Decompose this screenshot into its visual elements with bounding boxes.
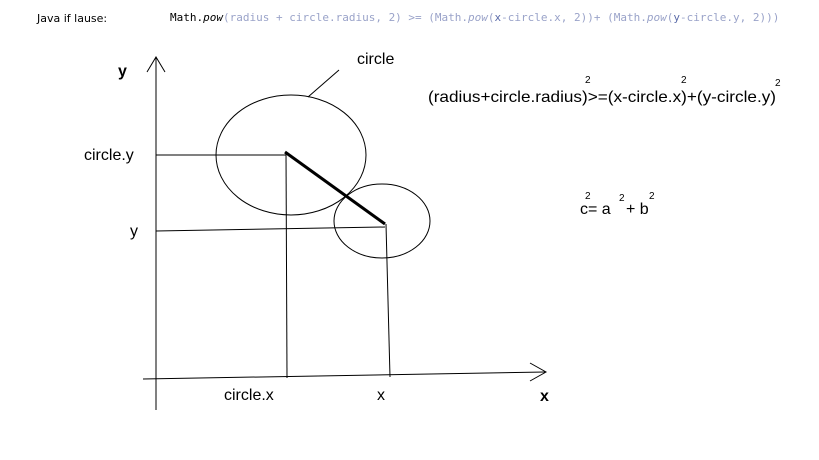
circle-x-label: circle.x xyxy=(224,387,274,404)
x-value-label: x xyxy=(377,387,385,404)
code-token: ( xyxy=(666,11,674,24)
formula-main: (radius+circle.radius)>=(x-circle.x)+(y-… xyxy=(428,89,776,106)
code-label: Java if lause: xyxy=(37,12,108,25)
code-token: y xyxy=(673,11,680,24)
pythagoras-c: c xyxy=(580,201,588,218)
x-axis-line xyxy=(142,371,546,380)
code-header: Java if lause: Math.pow(radius + circle.… xyxy=(0,10,819,28)
pythagoras-exponent: 2 xyxy=(649,191,655,202)
pythagoras-plus-b: + b xyxy=(626,201,649,218)
pythagoras-exponent: 2 xyxy=(619,193,625,204)
circle-small xyxy=(333,183,431,259)
formula-exponent: 2 xyxy=(681,75,687,86)
y-guide-line xyxy=(155,226,386,232)
code-token: ( xyxy=(487,11,495,24)
code-token: pow xyxy=(468,11,488,24)
pythagoras-exponent: 2 xyxy=(585,191,591,202)
y-axis-label: y xyxy=(118,63,127,80)
x-guide-line xyxy=(385,223,391,378)
center-distance-line xyxy=(284,150,386,226)
code-token: pow xyxy=(646,11,667,24)
formula-exponent: 2 xyxy=(585,75,591,86)
code-snippet: Math.pow(radius + circle.radius, 2) >= (… xyxy=(170,11,779,24)
code-token: pow xyxy=(203,11,223,24)
code-token: Math. xyxy=(170,11,204,24)
circle-label: circle xyxy=(357,51,394,68)
code-token: -circle.x, 2))+ (Math. xyxy=(501,11,647,24)
y-axis-arrowhead xyxy=(146,56,166,73)
circle-x-guide-line xyxy=(285,151,288,379)
circle-large xyxy=(215,94,367,216)
pythagoras-equals-a: = a xyxy=(588,201,611,218)
circle-y-label: circle.y xyxy=(84,147,134,164)
circle-label-pointer xyxy=(307,69,340,98)
x-axis-label: x xyxy=(540,388,549,405)
code-token: -circle.y, 2))) xyxy=(680,11,780,24)
formula-exponent: 2 xyxy=(775,78,781,89)
y-value-label: y xyxy=(130,223,138,240)
code-token: x xyxy=(494,11,502,24)
x-axis-arrowhead xyxy=(529,362,548,382)
code-token: (radius + circle.radius, 2) >= (Math. xyxy=(223,11,469,24)
